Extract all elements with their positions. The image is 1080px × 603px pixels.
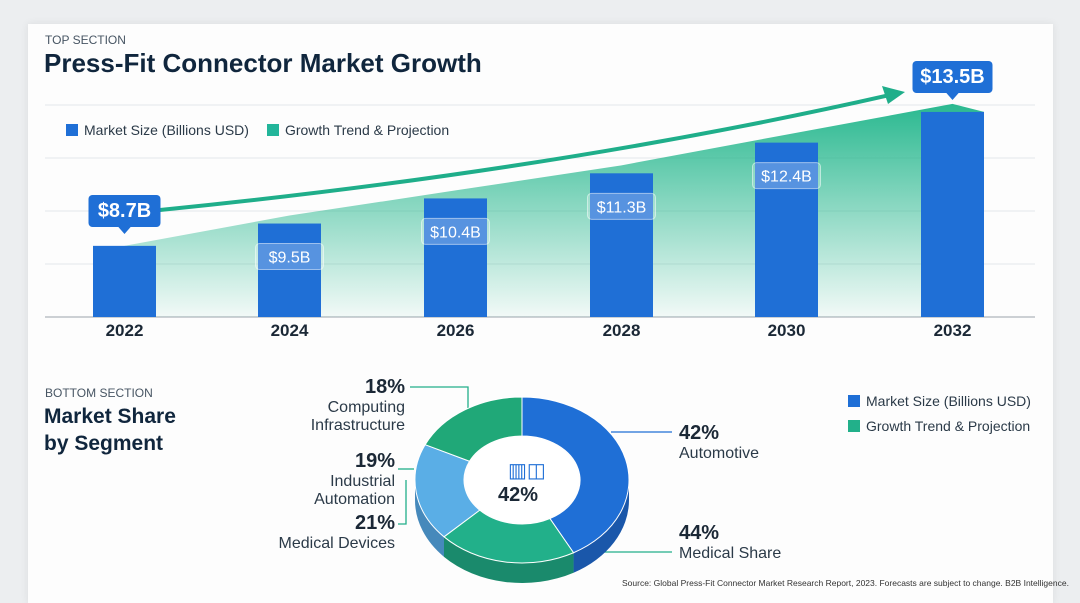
- slice-side-industrial-automation: [415, 480, 445, 557]
- legend-item-market-size: Market Size (Billions USD) Growth Trend …: [66, 122, 449, 138]
- x-tick-label: 2032: [933, 321, 972, 340]
- section-title: Market Share by Segment: [44, 405, 176, 455]
- page-title: Press-Fit Connector Market Growth: [44, 48, 482, 78]
- slice-side-medical-devices: [444, 536, 574, 583]
- data-label-pointer: [117, 226, 132, 234]
- arrow-head: [882, 86, 905, 104]
- source-note: Source: Global Press-Fit Connector Marke…: [622, 578, 1069, 588]
- label-medical: 21% Medical Devices: [278, 512, 395, 552]
- data-label-box: [752, 162, 821, 190]
- data-label-box: [88, 195, 161, 227]
- x-tick-label: 2030: [767, 321, 806, 340]
- legend-swatch: [66, 124, 78, 136]
- slice-computing-infrastructure: [424, 396, 523, 462]
- data-label-box: [587, 192, 656, 220]
- x-tick-label: 2022: [105, 321, 144, 340]
- x-tick-label: 2028: [602, 321, 641, 340]
- data-label: $11.3B: [597, 199, 647, 216]
- data-label: $9.5B: [269, 250, 311, 267]
- bar-2022: [93, 245, 156, 317]
- legend-2: Market Size (Billions USD) Growth Trend …: [848, 393, 1031, 434]
- data-label: $13.5B: [920, 66, 985, 88]
- label-industrial: 19% Industrial Automation: [314, 450, 395, 508]
- slice-side-automotive: [573, 480, 629, 573]
- legend-label: Market Size (Billions USD): [84, 122, 249, 138]
- legend-label: Growth Trend & Projection: [866, 418, 1031, 434]
- bar-2032: [921, 111, 984, 317]
- legend-label: Growth Trend & Projection: [284, 122, 450, 138]
- bar-chart: $8.7B $9.5B $10.4B $11.3B $12.4B $13.5B: [45, 61, 1035, 318]
- legend-swatch: [848, 395, 860, 407]
- donut-center-label: 42%: [498, 484, 539, 506]
- legend-swatch: [848, 420, 860, 432]
- legend-swatch: [266, 124, 279, 136]
- bottom-eyebrow: BOTTOM SECTION: [45, 386, 153, 400]
- label-computing: 18% Computing Infrastructure: [310, 376, 405, 434]
- legend-label: Market Size (Billions USD): [866, 393, 1031, 409]
- x-tick-label: 2026: [436, 321, 475, 340]
- x-tick-label: 2024: [270, 321, 309, 340]
- donut-hole: [465, 437, 579, 523]
- data-label-box: [912, 61, 993, 93]
- data-label: $10.4B: [430, 224, 481, 241]
- growth-arrow: [159, 93, 891, 212]
- slice-automotive: [521, 396, 630, 554]
- bar-2030: [755, 142, 818, 317]
- data-label-pointer: [945, 92, 960, 100]
- data-label: $8.7B: [98, 200, 151, 222]
- top-eyebrow: TOP SECTION: [45, 33, 126, 47]
- connector-icon: ▥◫: [508, 460, 546, 482]
- bar-2028: [590, 173, 653, 317]
- data-label-box: [421, 217, 490, 245]
- label-automotive: 42% Automotive: [679, 422, 760, 462]
- data-label: $12.4B: [761, 169, 812, 186]
- label-medical-share: 44% Medical Share: [679, 522, 782, 562]
- bar-2024: [258, 223, 321, 317]
- data-label-box: [255, 243, 324, 271]
